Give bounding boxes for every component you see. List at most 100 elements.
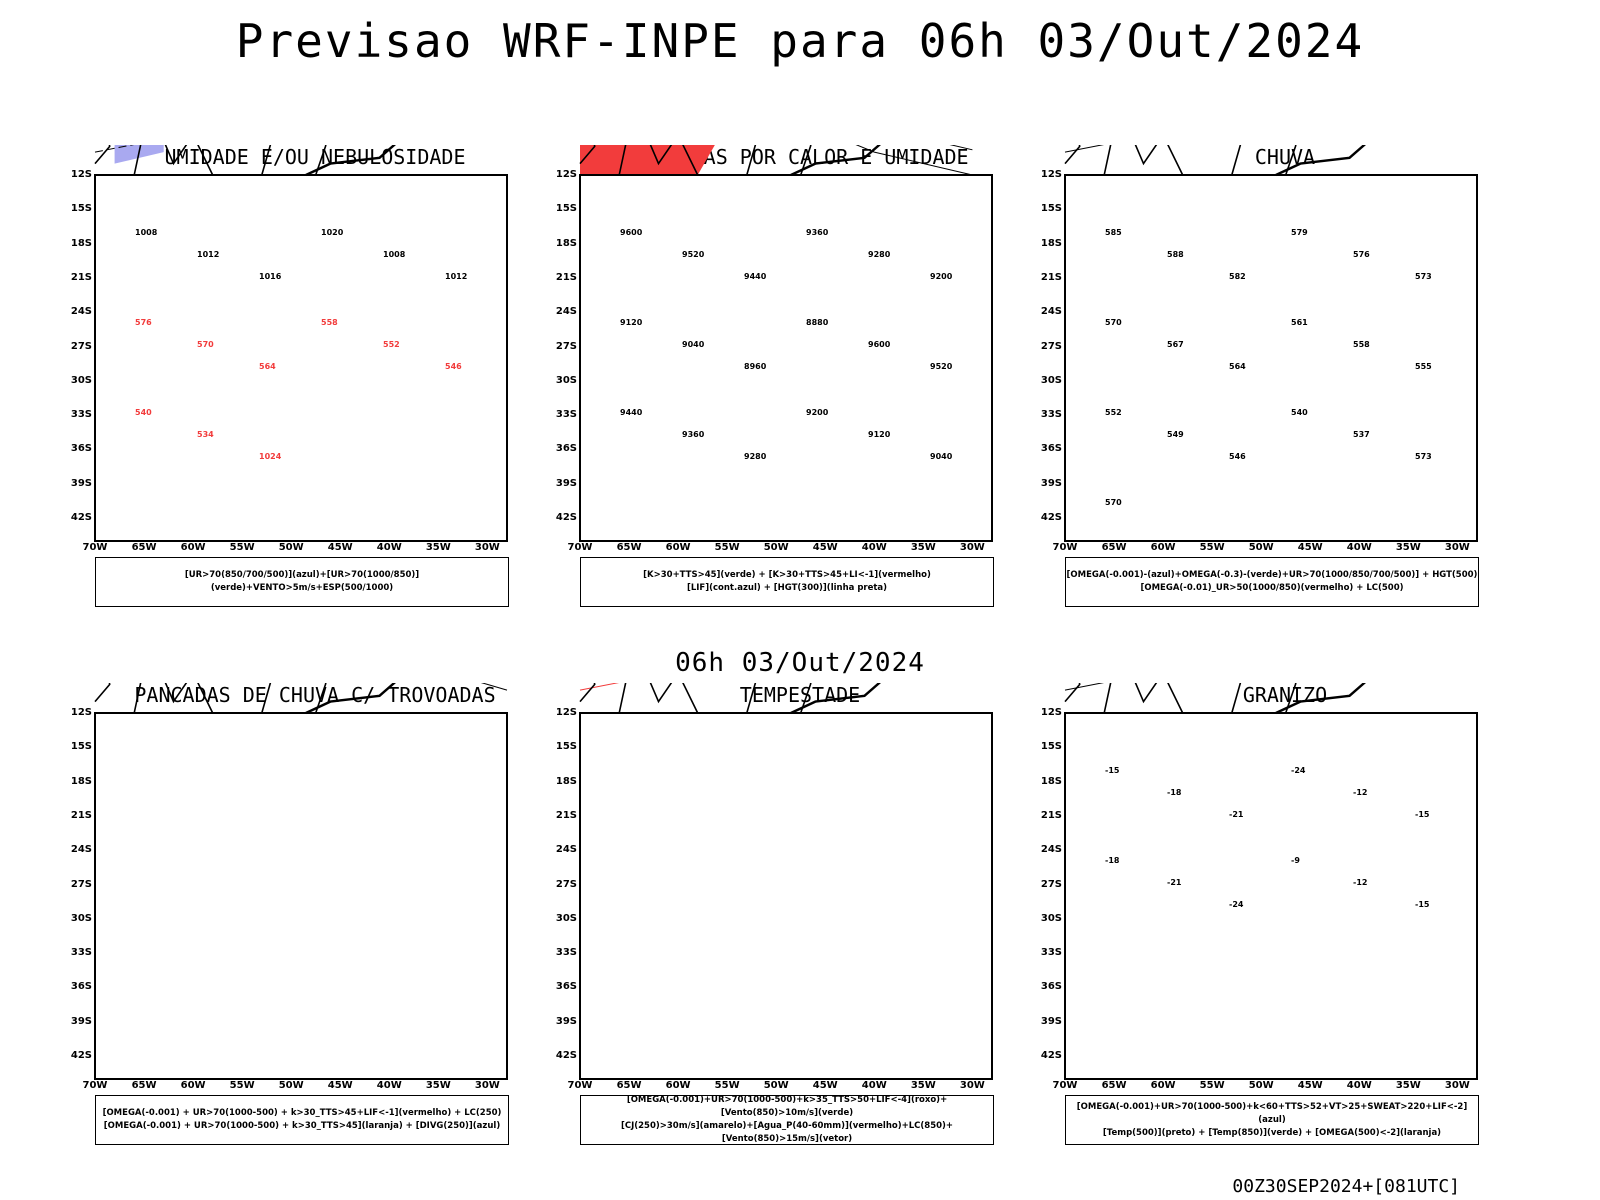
legend-line: [UR>70(850/700/500)](azul)+[UR>70(1000/8… — [184, 570, 420, 593]
contour-label: -21 — [1167, 878, 1182, 887]
lon-label: 70W — [82, 1080, 108, 1091]
lat-label: 18S — [1040, 237, 1062, 249]
panel-title: TEMPESTADE — [739, 683, 861, 707]
contour-label: 534 — [197, 430, 214, 439]
panel-granizo: GRANIZO -15 -18 -21 -24 -12 -15 -18 -21 -24 -9 -12-… — [1040, 683, 1530, 1173]
contour-label: -15 — [1105, 766, 1120, 775]
contour-label: 9520 — [930, 362, 953, 371]
lat-label: 36S — [555, 981, 577, 993]
lat-label: 15S — [555, 741, 577, 753]
legend-line: [OMEGA(-0.001) + UR>70(1000-500) + k>30_… — [103, 1121, 501, 1131]
lat-label: 39S — [555, 1015, 577, 1027]
lon-label: 65W — [616, 1080, 642, 1091]
lon-label: 65W — [131, 1080, 157, 1091]
lat-label: 30S — [555, 912, 577, 924]
lat-label: 12S — [70, 707, 92, 718]
legend-line: [LIF](cont.azul) + [HGT(300)](linha pret… — [686, 583, 888, 593]
lon-label: 35W — [1395, 1080, 1421, 1091]
lon-label: 35W — [1395, 542, 1421, 553]
lat-label: 27S — [555, 878, 577, 890]
lon-label: 30W — [1444, 542, 1470, 553]
contour-label: 9440 — [620, 408, 643, 417]
lon-label: 45W — [1297, 1080, 1323, 1091]
weather-map: 1008 1012 1016 1020 1008 1012 576 570 564 558 552 5… — [94, 145, 508, 542]
lat-label: 21S — [555, 271, 577, 283]
lat-label: 15S — [70, 741, 92, 753]
lon-label: 50W — [278, 542, 304, 553]
contour-label: 9600 — [620, 228, 643, 237]
lat-label: 24S — [555, 306, 577, 318]
lon-label: 45W — [812, 542, 838, 553]
lon-label: 40W — [376, 1080, 402, 1091]
lat-label: 21S — [1040, 809, 1062, 821]
lat-label: 24S — [1040, 306, 1062, 318]
lat-label: 33S — [1040, 409, 1062, 421]
contour-label: 9200 — [806, 408, 829, 417]
contour-label: 573 — [1415, 452, 1432, 461]
lat-label: 33S — [555, 947, 577, 959]
contour-label: 1012 — [445, 272, 467, 281]
lat-label: 15S — [1040, 203, 1062, 215]
lon-label: 65W — [1101, 1080, 1127, 1091]
contour-label: 570 — [1105, 318, 1122, 327]
contour-label: 555 — [1415, 362, 1432, 371]
contour-label: 1012 — [197, 250, 219, 259]
lat-label: 30S — [70, 374, 92, 386]
lon-label: 40W — [861, 1080, 887, 1091]
contour-label: 9040 — [930, 452, 953, 461]
contour-label: 582 — [1229, 272, 1246, 281]
contour-label: -12 — [1353, 788, 1367, 797]
weather-map: 585 588 582 579 576 573 570 567 564 561 558 555 552 5… — [1064, 145, 1478, 542]
panel-pancadas-trovoadas: PANCADAS DE CHUVA C/ TROVOADAS 12S 15S 18S 2… — [70, 683, 560, 1173]
contour-label: 558 — [321, 318, 338, 327]
panel-umidade: UMIDADE E/OU NEBULOSIDADE 1008 1012 1016 102… — [70, 145, 560, 635]
contour-label: -21 — [1229, 810, 1244, 819]
lon-label: 55W — [229, 542, 255, 553]
legend-line: [OMEGA(-0.001) + UR>70(1000-500) + k>30_… — [102, 1108, 502, 1118]
contour-label: 576 — [1353, 250, 1370, 259]
contour-label: 9520 — [682, 250, 705, 259]
contour-label: 8880 — [806, 318, 829, 327]
contour-label: 1016 — [259, 272, 282, 281]
panel-title: GRANIZO — [1242, 683, 1328, 707]
lon-label: 30W — [959, 1080, 985, 1091]
lat-label: 36S — [555, 443, 577, 455]
contour-label: -15 — [1415, 810, 1430, 819]
lat-label: 39S — [70, 477, 92, 489]
contour-label: 9120 — [620, 318, 643, 327]
legend-line: [K>30+TTS>45](verde) + [K>30+TTS>45+LI<-… — [643, 570, 931, 580]
contour-label: 579 — [1291, 228, 1308, 237]
weather-map — [94, 683, 508, 1080]
contour-label: -9 — [1291, 856, 1300, 865]
lat-label: 42S — [70, 1050, 92, 1062]
lat-label: 24S — [555, 844, 577, 856]
lat-label: 36S — [70, 443, 92, 455]
contour-label: 561 — [1291, 318, 1308, 327]
lat-label: 15S — [70, 203, 92, 215]
contour-label: 1020 — [321, 228, 344, 237]
lat-label: 39S — [70, 1015, 92, 1027]
lon-label: 30W — [959, 542, 985, 553]
lat-label: 27S — [70, 340, 92, 352]
lon-label: 50W — [278, 1080, 304, 1091]
contour-label: 558 — [1353, 340, 1370, 349]
lon-label: 45W — [327, 1080, 353, 1091]
lon-label: 70W — [567, 1080, 593, 1091]
lat-label: 15S — [555, 203, 577, 215]
lon-label: 30W — [1444, 1080, 1470, 1091]
lat-label: 36S — [1040, 443, 1062, 455]
lat-label: 42S — [555, 1050, 577, 1062]
lat-label: 42S — [555, 512, 577, 524]
lat-label: 39S — [555, 477, 577, 489]
lat-label: 33S — [70, 947, 92, 959]
lat-label: 30S — [1040, 374, 1062, 386]
lon-label: 60W — [180, 1080, 206, 1091]
lat-label: 36S — [1040, 981, 1062, 993]
lon-label: 65W — [616, 542, 642, 553]
lon-label: 60W — [665, 1080, 691, 1091]
lon-label: 50W — [1248, 1080, 1274, 1091]
lat-label: 21S — [555, 809, 577, 821]
contour-label: 567 — [1167, 340, 1184, 349]
contour-label: -18 — [1167, 788, 1182, 797]
contour-label: 585 — [1105, 228, 1122, 237]
